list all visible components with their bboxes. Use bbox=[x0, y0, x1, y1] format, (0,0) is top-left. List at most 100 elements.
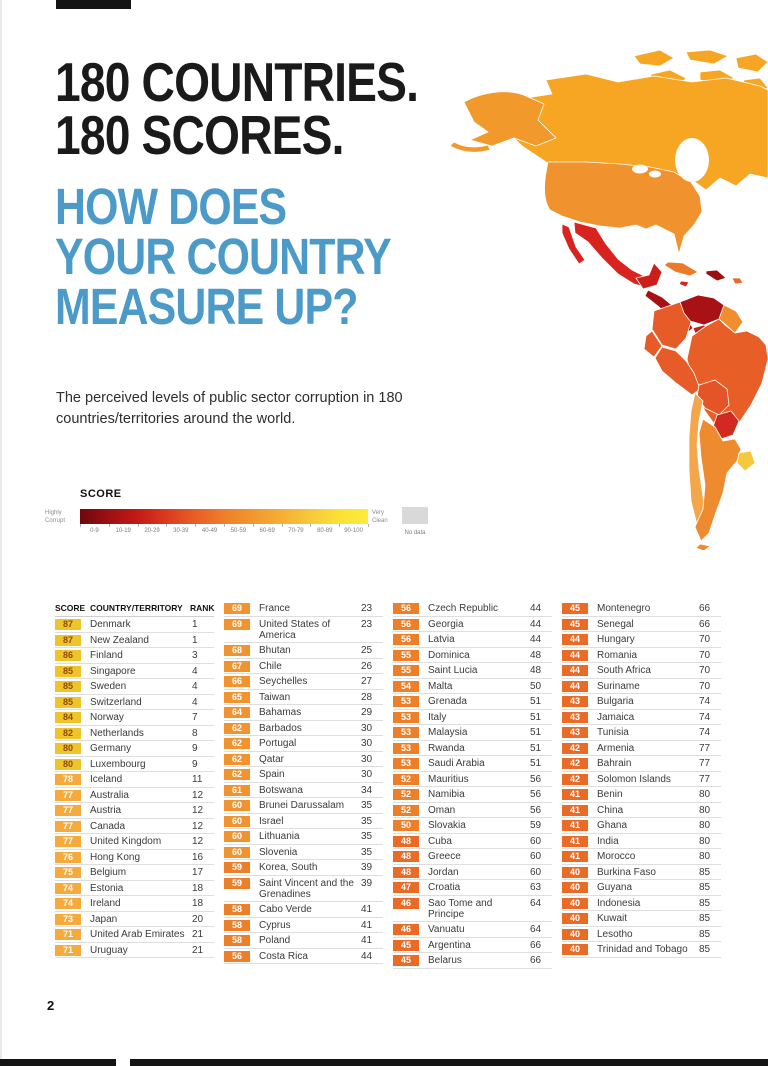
country-name: Costa Rica bbox=[259, 950, 308, 962]
country-name: Korea, South bbox=[259, 862, 318, 873]
legend-tick-labels: 0-9 10-19 20-29 30-39 40-49 50-59 60-69 70-79 80… bbox=[80, 528, 368, 534]
table-row: 75 Belgium 17 bbox=[55, 865, 214, 881]
country-name: China bbox=[597, 804, 624, 816]
score-chip: 67 bbox=[224, 660, 250, 672]
rank-value: 85 bbox=[699, 944, 711, 955]
table-row: 40 Lesotho 85 bbox=[562, 927, 721, 942]
country-name: Australia bbox=[90, 789, 129, 801]
country-name: Japan bbox=[90, 913, 118, 925]
score-chip: 41 bbox=[562, 851, 588, 862]
map-arctic-islands bbox=[735, 53, 768, 73]
page-title: 180 COUNTRIES. 180 SCORES. bbox=[55, 55, 487, 163]
rank-value: 74 bbox=[699, 696, 711, 707]
rank-value: 27 bbox=[361, 676, 373, 687]
country-name: United States of America bbox=[259, 618, 331, 641]
map-island-puerto-rico bbox=[731, 277, 744, 285]
rank-value: 26 bbox=[361, 660, 373, 672]
country-name: Jordan bbox=[428, 866, 459, 878]
rank-value: 77 bbox=[699, 742, 711, 754]
rank-value: 35 bbox=[361, 815, 373, 827]
rank-value: 66 bbox=[699, 603, 711, 614]
country-name: New Zealand bbox=[90, 634, 149, 646]
table-row: 64 Bahamas 29 bbox=[224, 705, 383, 721]
legend-no-data-label: No data bbox=[404, 530, 426, 536]
page-edge-shadow bbox=[0, 0, 2, 1066]
country-name: Greece bbox=[428, 851, 461, 862]
table-row: 45 Belarus 66 bbox=[393, 953, 552, 969]
rank-value: 48 bbox=[530, 649, 542, 661]
rank-value: 74 bbox=[699, 711, 711, 723]
table-row: 85 Sweden 4 bbox=[55, 679, 214, 695]
rank-value: 60 bbox=[530, 851, 542, 862]
table-row: 48 Greece 60 bbox=[393, 849, 552, 865]
table-row: 71 United Arab Emirates 21 bbox=[55, 927, 214, 943]
map-arctic-islands bbox=[685, 50, 729, 65]
table-row: 80 Germany 9 bbox=[55, 741, 214, 757]
legend-gradient-bar bbox=[80, 509, 368, 524]
legend-tick-label: 60-69 bbox=[259, 528, 275, 534]
country-name: Solomon Islands bbox=[597, 773, 671, 785]
country-name: Croatia bbox=[428, 882, 461, 893]
map-island-tierra-del-fuego bbox=[695, 543, 711, 550]
table-row: 59 Saint Vincent and the Grenadines 39 bbox=[224, 876, 383, 902]
table-column-4: 45 Montenegro 66 45 Senegal 66 44 Hungary 70 44 Ro… bbox=[562, 601, 721, 969]
header-score: SCORE bbox=[55, 603, 86, 613]
rank-value: 12 bbox=[192, 820, 204, 832]
table-row: 48 Jordan 60 bbox=[393, 865, 552, 880]
table-column-2: 69 France 23 69 United States of America 23 68… bbox=[224, 601, 383, 969]
country-name: Portugal bbox=[259, 738, 297, 749]
country-name: Cabo Verde bbox=[259, 904, 312, 915]
rank-value: 74 bbox=[699, 727, 711, 738]
rank-value: 56 bbox=[530, 789, 542, 800]
country-name: Lithuania bbox=[259, 831, 300, 842]
score-chip: 71 bbox=[55, 929, 81, 940]
country-name: Romania bbox=[597, 649, 638, 661]
legend-tick-label: 0-9 bbox=[90, 528, 99, 534]
rank-value: 51 bbox=[530, 727, 542, 738]
rank-value: 85 bbox=[699, 897, 711, 909]
country-name: Qatar bbox=[259, 753, 285, 765]
table-row: 71 Uruguay 21 bbox=[55, 943, 214, 958]
score-chip: 43 bbox=[562, 696, 588, 707]
rank-value: 56 bbox=[530, 804, 542, 816]
score-chip: 48 bbox=[393, 835, 419, 847]
rank-value: 29 bbox=[361, 707, 373, 718]
score-chip: 62 bbox=[224, 769, 250, 780]
rank-value: 51 bbox=[530, 742, 542, 754]
table-row: 65 Taiwan 28 bbox=[224, 690, 383, 705]
header-country: COUNTRY/TERRITORY bbox=[90, 603, 183, 613]
score-chip: 41 bbox=[562, 835, 588, 847]
rank-value: 51 bbox=[530, 711, 542, 723]
score-chip: 71 bbox=[55, 944, 81, 956]
rank-value: 85 bbox=[699, 913, 711, 924]
table-row: 82 Netherlands 8 bbox=[55, 726, 214, 741]
rank-value: 80 bbox=[699, 820, 711, 831]
score-chip: 77 bbox=[55, 820, 81, 832]
score-chip: 85 bbox=[55, 665, 81, 677]
map-aleutian-islands bbox=[449, 141, 491, 153]
rank-value: 48 bbox=[530, 665, 542, 676]
map-region-alaska bbox=[463, 91, 557, 147]
table-row: 44 South Africa 70 bbox=[562, 663, 721, 679]
rank-value: 44 bbox=[361, 950, 373, 962]
score-chip: 40 bbox=[562, 928, 588, 940]
score-chip: 54 bbox=[393, 680, 419, 692]
country-name: Denmark bbox=[90, 619, 131, 630]
rank-value: 4 bbox=[192, 696, 198, 708]
country-name: Grenada bbox=[428, 696, 467, 707]
country-name: Benin bbox=[597, 789, 623, 800]
score-chip: 73 bbox=[55, 913, 81, 925]
country-name: Georgia bbox=[428, 618, 464, 630]
table-row: 44 Suriname 70 bbox=[562, 679, 721, 694]
table-row: 56 Czech Republic 44 bbox=[393, 601, 552, 617]
table-row: 55 Dominica 48 bbox=[393, 648, 552, 663]
rank-value: 35 bbox=[361, 800, 373, 811]
score-chip: 55 bbox=[393, 665, 419, 676]
rank-value: 41 bbox=[361, 935, 373, 946]
americas-map bbox=[449, 50, 768, 550]
rank-value: 30 bbox=[361, 753, 373, 765]
subtitle-line-3: MEASURE UP? bbox=[55, 278, 358, 335]
rank-value: 59 bbox=[530, 820, 542, 831]
country-name: Czech Republic bbox=[428, 603, 499, 614]
score-chip: 84 bbox=[55, 712, 81, 723]
